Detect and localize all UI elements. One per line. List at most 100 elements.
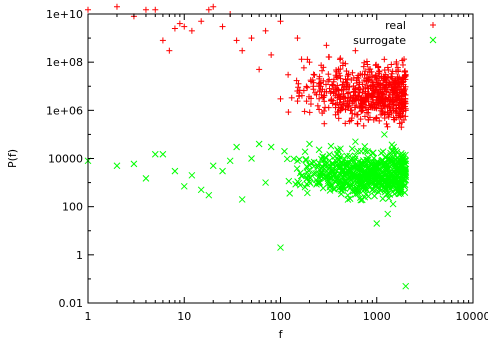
point-surrogate — [315, 179, 323, 186]
x-tick-label: 1000 — [363, 310, 391, 323]
point-surrogate — [346, 159, 354, 167]
point-real — [318, 62, 325, 69]
point-surrogate — [318, 155, 325, 163]
point-real — [385, 103, 392, 110]
point-real — [389, 105, 396, 112]
point-real — [400, 78, 407, 85]
point-real — [402, 71, 409, 78]
point-real — [348, 115, 355, 122]
y-tick-label: 1 — [76, 249, 83, 262]
x-tick-label: 100 — [270, 310, 291, 323]
point-real — [248, 35, 255, 42]
point-surrogate — [205, 191, 213, 199]
point-surrogate — [328, 166, 335, 174]
point-real — [295, 80, 302, 87]
point-real — [364, 74, 371, 81]
point-surrogate — [381, 170, 388, 177]
point-real — [335, 66, 342, 73]
point-surrogate — [197, 186, 205, 194]
point-real — [329, 100, 336, 107]
point-surrogate — [370, 154, 378, 162]
point-surrogate — [402, 151, 409, 159]
point-surrogate — [402, 282, 410, 290]
point-surrogate — [306, 161, 313, 169]
point-real — [198, 18, 205, 25]
point-surrogate — [171, 167, 179, 175]
point-real — [337, 75, 344, 82]
point-real — [383, 88, 390, 95]
point-real — [323, 88, 330, 95]
point-surrogate — [302, 157, 310, 164]
point-real — [317, 87, 324, 94]
point-real — [354, 120, 361, 127]
point-real — [300, 64, 307, 71]
point-real — [351, 89, 358, 96]
point-real — [381, 56, 388, 63]
point-real — [319, 110, 326, 117]
point-real — [305, 93, 312, 100]
point-real — [400, 100, 407, 107]
point-surrogate — [262, 179, 269, 186]
point-surrogate — [315, 159, 323, 167]
legend-label-real: real — [385, 19, 406, 32]
legend-label-surrogate: surrogate — [353, 34, 406, 47]
series-surrogate — [84, 131, 410, 290]
point-real — [340, 78, 347, 85]
plot-frame — [87, 13, 474, 304]
point-real — [390, 79, 397, 86]
point-surrogate — [294, 157, 301, 165]
point-surrogate — [142, 174, 150, 182]
point-real — [347, 93, 354, 100]
point-real — [366, 114, 373, 121]
point-real — [376, 117, 383, 124]
point-surrogate — [113, 162, 121, 170]
point-surrogate — [344, 191, 352, 199]
point-surrogate — [384, 181, 392, 188]
point-surrogate — [238, 196, 246, 203]
point-real — [205, 6, 212, 13]
point-real — [306, 109, 313, 116]
point-real — [384, 108, 391, 115]
point-real — [378, 90, 385, 97]
point-surrogate — [306, 140, 313, 148]
point-surrogate — [209, 162, 217, 170]
point-real — [307, 101, 314, 108]
point-surrogate — [351, 155, 359, 163]
point-real — [377, 111, 384, 118]
point-surrogate — [326, 183, 334, 191]
point-surrogate — [354, 185, 362, 193]
point-real — [333, 87, 340, 94]
point-real — [344, 90, 351, 97]
point-surrogate — [302, 155, 310, 163]
point-real — [365, 109, 372, 116]
point-real — [328, 97, 335, 104]
point-real — [333, 73, 340, 80]
point-real — [342, 120, 349, 127]
point-real — [311, 72, 318, 79]
point-surrogate — [329, 161, 337, 169]
point-real — [298, 92, 305, 99]
point-real — [362, 104, 369, 111]
point-surrogate — [346, 172, 354, 179]
point-real — [335, 115, 342, 122]
point-real — [394, 89, 401, 96]
point-real — [395, 84, 402, 91]
point-surrogate — [335, 184, 342, 192]
point-surrogate — [351, 152, 359, 160]
point-real — [348, 107, 355, 114]
point-surrogate — [388, 147, 396, 155]
legend-marker-real — [430, 22, 436, 28]
point-real — [397, 101, 404, 108]
point-real — [375, 63, 382, 70]
legend-symbol-surrogate — [429, 36, 437, 44]
point-real — [369, 73, 376, 80]
legend-marker-surrogate — [429, 36, 437, 44]
point-surrogate — [310, 158, 318, 166]
point-real — [397, 109, 404, 116]
point-real — [323, 42, 330, 49]
point-real — [316, 95, 323, 102]
point-real — [341, 83, 348, 90]
point-real — [366, 90, 373, 97]
point-surrogate — [357, 159, 365, 167]
point-real — [398, 124, 405, 131]
